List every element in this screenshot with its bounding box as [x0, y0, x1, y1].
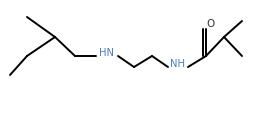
- Text: NH: NH: [171, 58, 185, 68]
- Text: HN: HN: [99, 48, 114, 57]
- Text: O: O: [207, 19, 215, 29]
